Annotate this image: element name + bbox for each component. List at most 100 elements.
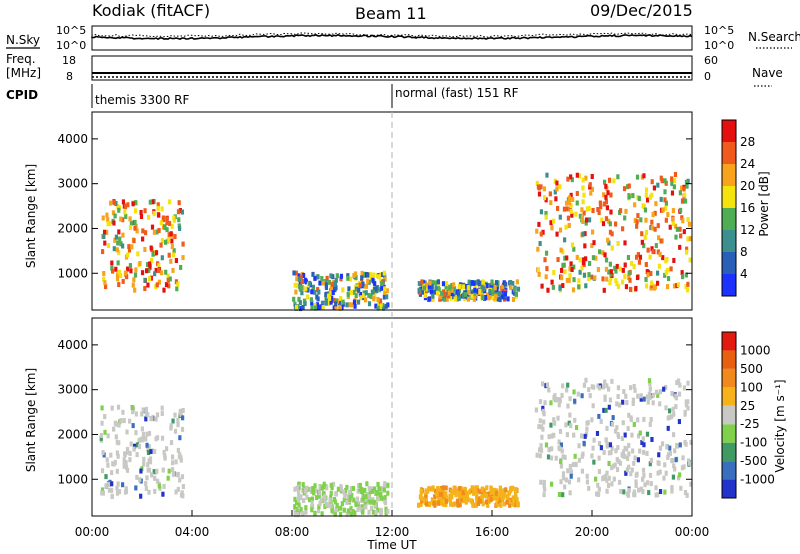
echo-cell [168, 199, 172, 205]
echo-cell [448, 501, 453, 507]
echo-cell [320, 511, 324, 517]
echo-cell [117, 229, 121, 235]
echo-cell [304, 286, 308, 292]
echo-cell [121, 217, 125, 223]
echo-cell [654, 243, 658, 249]
echo-cell [559, 463, 564, 469]
echo-cell [623, 454, 627, 460]
echo-cell [440, 290, 444, 296]
echo-cell [132, 446, 136, 452]
echo-cell [356, 284, 361, 290]
echo-cell [365, 499, 369, 505]
echo-cell [372, 486, 377, 492]
echo-cell [427, 502, 432, 508]
echo-cell [683, 490, 688, 496]
echo-cell [689, 481, 693, 487]
echo-cell [580, 265, 584, 271]
echo-cell [325, 485, 329, 491]
echo-cell [297, 276, 301, 282]
echo-cell [488, 289, 492, 295]
echo-cell [176, 422, 180, 428]
echo-cell [100, 468, 105, 474]
echo-cell [381, 305, 386, 311]
echo-cell [647, 391, 651, 397]
echo-cell [317, 504, 321, 510]
echo-cell [577, 443, 581, 449]
colorbar-tick-label: 12 [740, 223, 755, 237]
echo-cell [364, 290, 368, 296]
echo-cell [473, 287, 477, 293]
echo-cell [386, 482, 390, 488]
echo-cell [435, 280, 439, 286]
echo-cell [555, 231, 559, 237]
echo-cell [355, 496, 360, 502]
x-tick-label: 16:00 [475, 525, 510, 539]
echo-cell [472, 290, 477, 296]
echo-cell [311, 271, 315, 277]
echo-cell [655, 270, 660, 276]
echo-cell [650, 283, 654, 289]
echo-cell [564, 224, 568, 230]
colorbar-tick-label: 500 [740, 362, 763, 376]
echo-cell [549, 422, 553, 428]
echo-cell [636, 433, 641, 439]
echo-cell [591, 403, 595, 409]
echo-cell [561, 475, 566, 481]
echo-cell [630, 260, 634, 266]
echo-cell [352, 289, 356, 295]
echo-cell [627, 464, 631, 470]
echo-cell [121, 409, 125, 415]
echo-cell [509, 285, 513, 291]
echo-cell [631, 448, 635, 454]
echo-cell [159, 220, 163, 226]
echo-cell [155, 412, 160, 418]
echo-cell [293, 282, 297, 288]
echo-cell [417, 502, 421, 508]
echo-cell [503, 281, 507, 287]
echo-cell [110, 481, 114, 487]
echo-cell [334, 277, 338, 283]
echo-cell [538, 453, 542, 459]
echo-cell [566, 468, 570, 474]
echo-cell [466, 296, 471, 302]
echo-cell [122, 418, 126, 424]
echo-cell [573, 398, 577, 404]
echo-cell [681, 198, 685, 204]
echo-cell [467, 489, 471, 495]
echo-cell [436, 279, 441, 285]
echo-cell [642, 173, 646, 179]
echo-cell [640, 231, 644, 237]
echo-cell [567, 222, 571, 228]
echo-cell [678, 442, 682, 448]
echo-cell [615, 263, 619, 269]
echo-cell [633, 492, 637, 498]
echo-cell [605, 443, 609, 449]
echo-cell [159, 242, 163, 248]
echo-cell [607, 475, 611, 481]
echo-cell [152, 469, 156, 475]
echo-cell [168, 276, 172, 282]
echo-cell [465, 494, 469, 500]
echo-cell [323, 503, 327, 509]
echo-cell [570, 177, 574, 183]
echo-cell [569, 192, 573, 198]
echo-cell [148, 459, 153, 465]
echo-cell [470, 280, 474, 286]
echo-cell [124, 213, 128, 219]
echo-cell [481, 279, 485, 285]
echo-cell [145, 442, 149, 448]
echo-cell [384, 303, 388, 309]
echo-cell [591, 445, 595, 451]
echo-cell [454, 290, 458, 296]
echo-cell [614, 448, 618, 454]
echo-cell [310, 304, 314, 310]
echo-cell [419, 286, 423, 292]
echo-cell [503, 295, 507, 301]
echo-cell [542, 479, 546, 485]
echo-cell [544, 214, 548, 220]
echo-cell [568, 272, 572, 278]
echo-cell [581, 231, 585, 237]
echo-cell [101, 249, 105, 255]
power-echo-field [101, 172, 692, 312]
